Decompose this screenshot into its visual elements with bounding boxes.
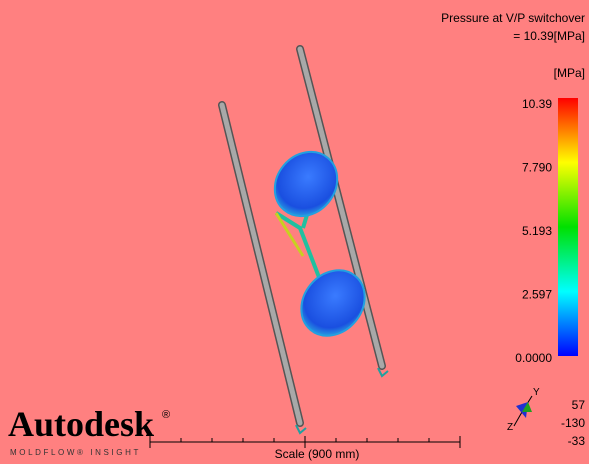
logo-mark: ® xyxy=(162,409,170,421)
legend-label: 10.39 xyxy=(522,97,552,111)
axis-y: Y xyxy=(533,387,540,398)
legend-label: 7.790 xyxy=(522,161,552,175)
product: MOLDFLOW® INSIGHT xyxy=(10,448,141,457)
viewport: Pressure at V/P switchover = 10.39[MPa] … xyxy=(0,0,589,464)
unit: [MPa] xyxy=(554,66,585,80)
legend-label: 0.0000 xyxy=(515,351,552,365)
color-bar xyxy=(558,98,578,356)
scale-label: Scale (900 mm) xyxy=(275,447,360,461)
result-title: Pressure at V/P switchover xyxy=(441,11,585,25)
legend-label: 5.193 xyxy=(522,224,552,238)
angle: 57 xyxy=(572,398,586,412)
legend-label: 2.597 xyxy=(522,288,552,302)
angle: -33 xyxy=(568,434,586,448)
axis-z: Z xyxy=(507,422,513,433)
result-value: = 10.39[MPa] xyxy=(513,29,585,43)
angle: -130 xyxy=(561,416,585,430)
logo: Autodesk xyxy=(8,404,154,444)
